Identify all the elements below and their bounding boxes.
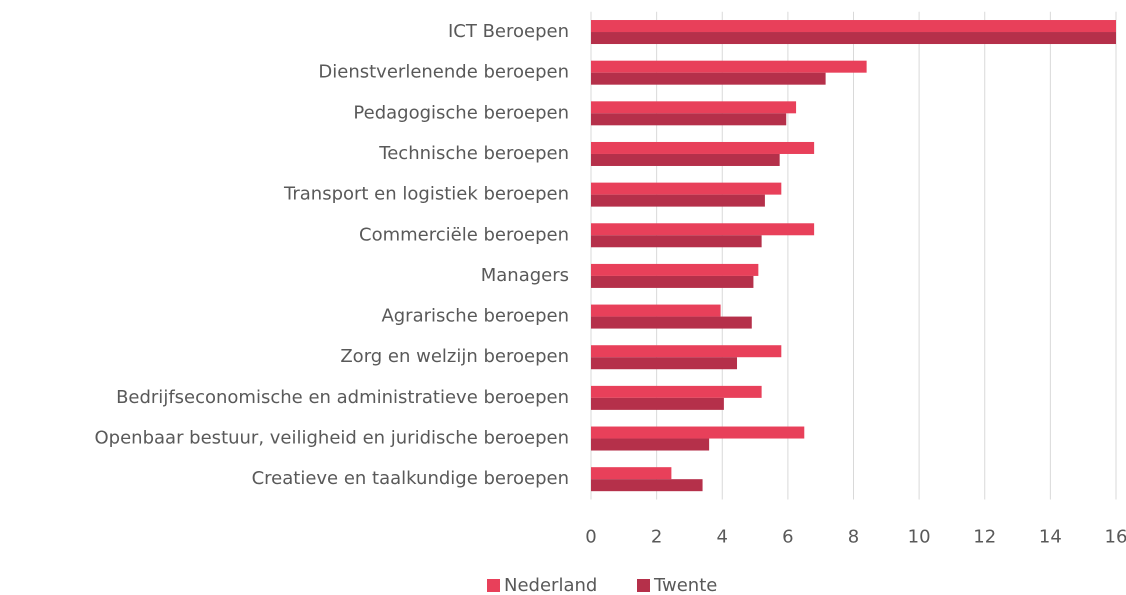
bar bbox=[591, 182, 782, 195]
bar bbox=[591, 479, 703, 492]
y-tick-label: Managers bbox=[481, 265, 569, 286]
y-tick-label: Bedrijfseconomische en administratieve b… bbox=[116, 387, 569, 408]
y-tick-label: Zorg en welzijn beroepen bbox=[340, 346, 569, 367]
legend-swatch bbox=[487, 579, 500, 592]
bar bbox=[591, 304, 721, 317]
y-tick-label: Creatieve en taalkundige beroepen bbox=[252, 468, 569, 489]
y-tick-label: Transport en logistiek beroepen bbox=[283, 184, 569, 205]
y-tick-label: Dienstverlenende beroepen bbox=[318, 62, 569, 83]
y-tick-label: Commerciële beroepen bbox=[359, 224, 569, 245]
y-tick-label: ICT Beroepen bbox=[448, 21, 569, 42]
bar bbox=[591, 60, 867, 73]
y-tick-label: Pedagogische beroepen bbox=[353, 102, 569, 123]
bar bbox=[591, 397, 724, 410]
x-tick-label: 12 bbox=[973, 527, 996, 548]
bar bbox=[591, 153, 780, 166]
bar bbox=[591, 223, 815, 236]
bar bbox=[591, 357, 738, 370]
bar bbox=[591, 32, 1116, 45]
legend-label: Twente bbox=[653, 575, 717, 595]
x-tick-label: 0 bbox=[585, 527, 596, 548]
bar bbox=[591, 316, 752, 329]
bar bbox=[591, 385, 762, 398]
legend-swatch bbox=[637, 579, 650, 592]
bar bbox=[591, 20, 1116, 33]
bar bbox=[591, 467, 672, 480]
x-tick-label: 2 bbox=[651, 527, 662, 548]
x-tick-label: 10 bbox=[908, 527, 931, 548]
bar bbox=[591, 141, 815, 154]
legend-label: Nederland bbox=[504, 575, 597, 595]
x-tick-label: 8 bbox=[848, 527, 859, 548]
bar bbox=[591, 72, 826, 85]
bar bbox=[591, 113, 787, 126]
bar bbox=[591, 263, 759, 276]
x-tick-label: 16 bbox=[1105, 527, 1126, 548]
bar bbox=[591, 235, 762, 248]
bar bbox=[591, 438, 710, 451]
y-tick-label: Openbaar bestuur, veiligheid en juridisc… bbox=[95, 428, 570, 449]
y-tick-label: Agrarische beroepen bbox=[381, 306, 569, 327]
bar bbox=[591, 101, 797, 114]
y-tick-label: Technische beroepen bbox=[378, 143, 569, 164]
bar bbox=[591, 194, 765, 207]
bar bbox=[591, 345, 782, 358]
bar bbox=[591, 275, 754, 288]
x-tick-label: 14 bbox=[1039, 527, 1062, 548]
x-tick-label: 4 bbox=[717, 527, 728, 548]
x-tick-label: 6 bbox=[782, 527, 793, 548]
bar bbox=[591, 426, 805, 439]
